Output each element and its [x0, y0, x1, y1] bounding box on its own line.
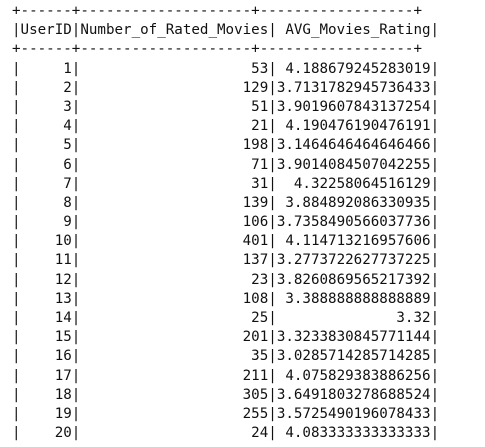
table-row: | 13| 108| 3.388888888888889| [12, 290, 440, 307]
cell-rated-count: 201 [80, 329, 269, 346]
cell-rated-count: 31 [80, 175, 269, 192]
cell-userid: 6 [20, 156, 72, 173]
cell-rated-count: 51 [80, 98, 269, 115]
cell-rated-count: 129 [80, 79, 269, 96]
cell-avg-rating: 4.188679245283019 [276, 60, 431, 77]
cell-avg-rating: 3.2773722627737225 [276, 252, 431, 269]
table-row: | 15| 201|3.3233830845771144| [12, 329, 440, 346]
table-row: | 10| 401| 4.114713216957606| [12, 233, 440, 250]
cell-userid: 19 [20, 405, 72, 422]
cell-rated-count: 305 [80, 386, 269, 403]
table-row: | 9| 106|3.7358490566037736| [12, 214, 440, 231]
cell-avg-rating: 4.075829383886256 [276, 367, 431, 384]
cell-rated-count: 139 [80, 194, 269, 211]
table-row: | 14| 25| 3.32| [12, 310, 440, 326]
cell-avg-rating: 3.3233830845771144 [276, 329, 431, 346]
cell-userid: 2 [20, 79, 72, 96]
table-body: | 1| 53| 4.188679245283019| | 2| 129|3.71… [12, 60, 485, 444]
cell-rated-count: 108 [80, 290, 269, 307]
cell-rated-count: 137 [80, 252, 269, 269]
cell-rated-count: 106 [80, 214, 269, 231]
cell-avg-rating: 3.1464646464646466 [276, 137, 431, 154]
cell-userid: 12 [20, 271, 72, 288]
cell-avg-rating: 4.114713216957606 [276, 233, 431, 250]
cell-rated-count: 255 [80, 405, 269, 422]
cell-rated-count: 21 [80, 118, 269, 135]
cell-userid: 3 [20, 98, 72, 115]
cell-userid: 20 [20, 425, 72, 442]
table-border-top: +------+--------------------+-----------… [12, 3, 422, 19]
table-row: | 3| 51|3.9019607843137254| [12, 98, 440, 115]
cell-rated-count: 401 [80, 233, 269, 250]
cell-avg-rating: 3.5725490196078433 [276, 405, 431, 422]
cell-userid: 16 [20, 348, 72, 365]
table-row: | 19| 255|3.5725490196078433| [12, 405, 440, 422]
table-row: | 12| 23|3.8260869565217392| [12, 271, 440, 288]
cell-userid: 11 [20, 252, 72, 269]
cell-rated-count: 24 [80, 425, 269, 442]
table-row: | 16| 35|3.0285714285714285| [12, 348, 440, 365]
cell-rated-count: 35 [80, 348, 269, 365]
table-row: | 11| 137|3.2773722627737225| [12, 252, 440, 269]
cell-rated-count: 211 [80, 367, 269, 384]
cell-userid: 13 [20, 290, 72, 307]
table-header-row: |UserID|Number_of_Rated_Movies| AVG_Movi… [12, 22, 440, 39]
cell-userid: 15 [20, 329, 72, 346]
cell-rated-count: 198 [80, 137, 269, 154]
cell-avg-rating: 3.9019607843137254 [276, 98, 431, 115]
cell-userid: 7 [20, 175, 72, 192]
cell-userid: 14 [20, 310, 72, 326]
table-row: | 18| 305|3.6491803278688524| [12, 386, 440, 403]
cell-userid: 18 [20, 386, 72, 403]
table-border-bottom: +------+--------------------+-----------… [12, 443, 485, 447]
cell-userid: 1 [20, 60, 72, 77]
cell-userid: 17 [20, 367, 72, 384]
cell-avg-rating: 3.32 [276, 310, 431, 326]
table-row: | 2| 129|3.7131782945736433| [12, 79, 440, 96]
cell-userid: 8 [20, 194, 72, 211]
cell-avg-rating: 3.6491803278688524 [276, 386, 431, 403]
table-row: | 17| 211| 4.075829383886256| [12, 367, 440, 384]
table-row: | 20| 24| 4.083333333333333| [12, 425, 440, 442]
table-row: | 4| 21| 4.190476190476191| [12, 118, 440, 135]
table-row: | 6| 71|3.9014084507042255| [12, 156, 440, 173]
cell-avg-rating: 3.7131782945736433 [276, 79, 431, 96]
cell-userid: 5 [20, 137, 72, 154]
table-border-header: +------+--------------------+-----------… [12, 41, 422, 58]
cell-rated-count: 53 [80, 60, 269, 77]
cell-avg-rating: 3.388888888888889 [276, 290, 431, 307]
cell-rated-count: 23 [80, 271, 269, 288]
cell-avg-rating: 3.8260869565217392 [276, 271, 431, 288]
cell-avg-rating: 4.083333333333333 [276, 425, 431, 442]
cell-avg-rating: 3.884892086330935 [276, 194, 431, 211]
cell-rated-count: 71 [80, 156, 269, 173]
cell-avg-rating: 4.32258064516129 [276, 175, 431, 192]
cell-avg-rating: 4.190476190476191 [276, 118, 431, 135]
cell-rated-count: 25 [80, 310, 269, 326]
cell-avg-rating: 3.0285714285714285 [276, 348, 431, 365]
cell-avg-rating: 3.7358490566037736 [276, 214, 431, 231]
table-row: | 1| 53| 4.188679245283019| [12, 60, 440, 77]
cell-userid: 9 [20, 214, 72, 231]
cell-avg-rating: 3.9014084507042255 [276, 156, 431, 173]
cell-userid: 10 [20, 233, 72, 250]
cell-userid: 4 [20, 118, 72, 135]
table-row: | 7| 31| 4.32258064516129| [12, 175, 440, 192]
table-row: | 8| 139| 3.884892086330935| [12, 194, 440, 211]
table-row: | 5| 198|3.1464646464646466| [12, 137, 440, 154]
